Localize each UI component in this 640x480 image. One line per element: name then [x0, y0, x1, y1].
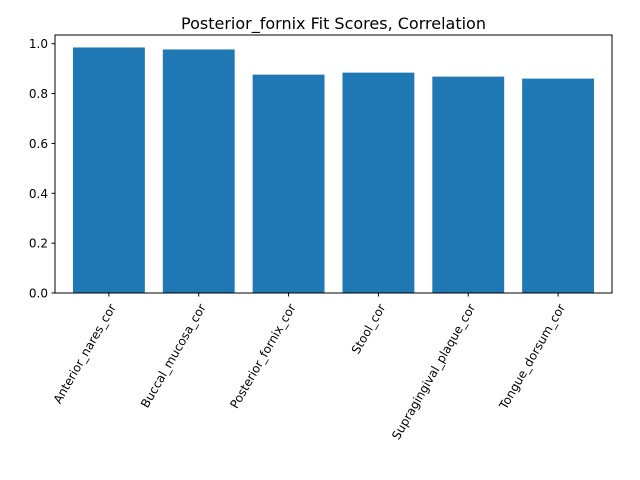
x-tick-label-0: Anterior_nares_cor	[51, 301, 119, 406]
bar-2	[252, 74, 325, 293]
bars-group	[72, 47, 595, 294]
x-axis: Anterior_nares_cor Buccal_mucosa_cor Poste…	[51, 293, 568, 442]
x-tick-label-4: Supragingival_plaque_cor	[389, 301, 478, 442]
bar-0	[72, 47, 145, 294]
y-tick-label-0: 0.0	[29, 287, 48, 301]
y-axis: 0.0 0.2 0.4 0.6 0.8 1.0	[29, 37, 55, 301]
bar-1	[162, 49, 235, 294]
y-tick-label-4: 0.8	[29, 87, 48, 101]
y-tick-label-5: 1.0	[29, 37, 48, 51]
plot-area-frame	[54, 34, 613, 294]
x-tick-label-3: Stool_cor	[349, 301, 389, 356]
bar-5	[522, 78, 595, 294]
y-tick-label-2: 0.4	[29, 187, 48, 201]
bar-4	[432, 76, 505, 293]
chart-title: Posterior_fornix Fit Scores, Correlation	[181, 14, 486, 34]
x-tick-label-5: Tongue_dorsum_cor	[496, 301, 568, 412]
bar-3	[342, 72, 415, 293]
y-tick-label-3: 0.6	[29, 137, 48, 151]
x-tick-label-1: Buccal_mucosa_cor	[138, 301, 209, 410]
x-tick-label-2: Posterior_fornix_cor	[227, 301, 298, 410]
y-tick-label-1: 0.2	[29, 237, 48, 251]
